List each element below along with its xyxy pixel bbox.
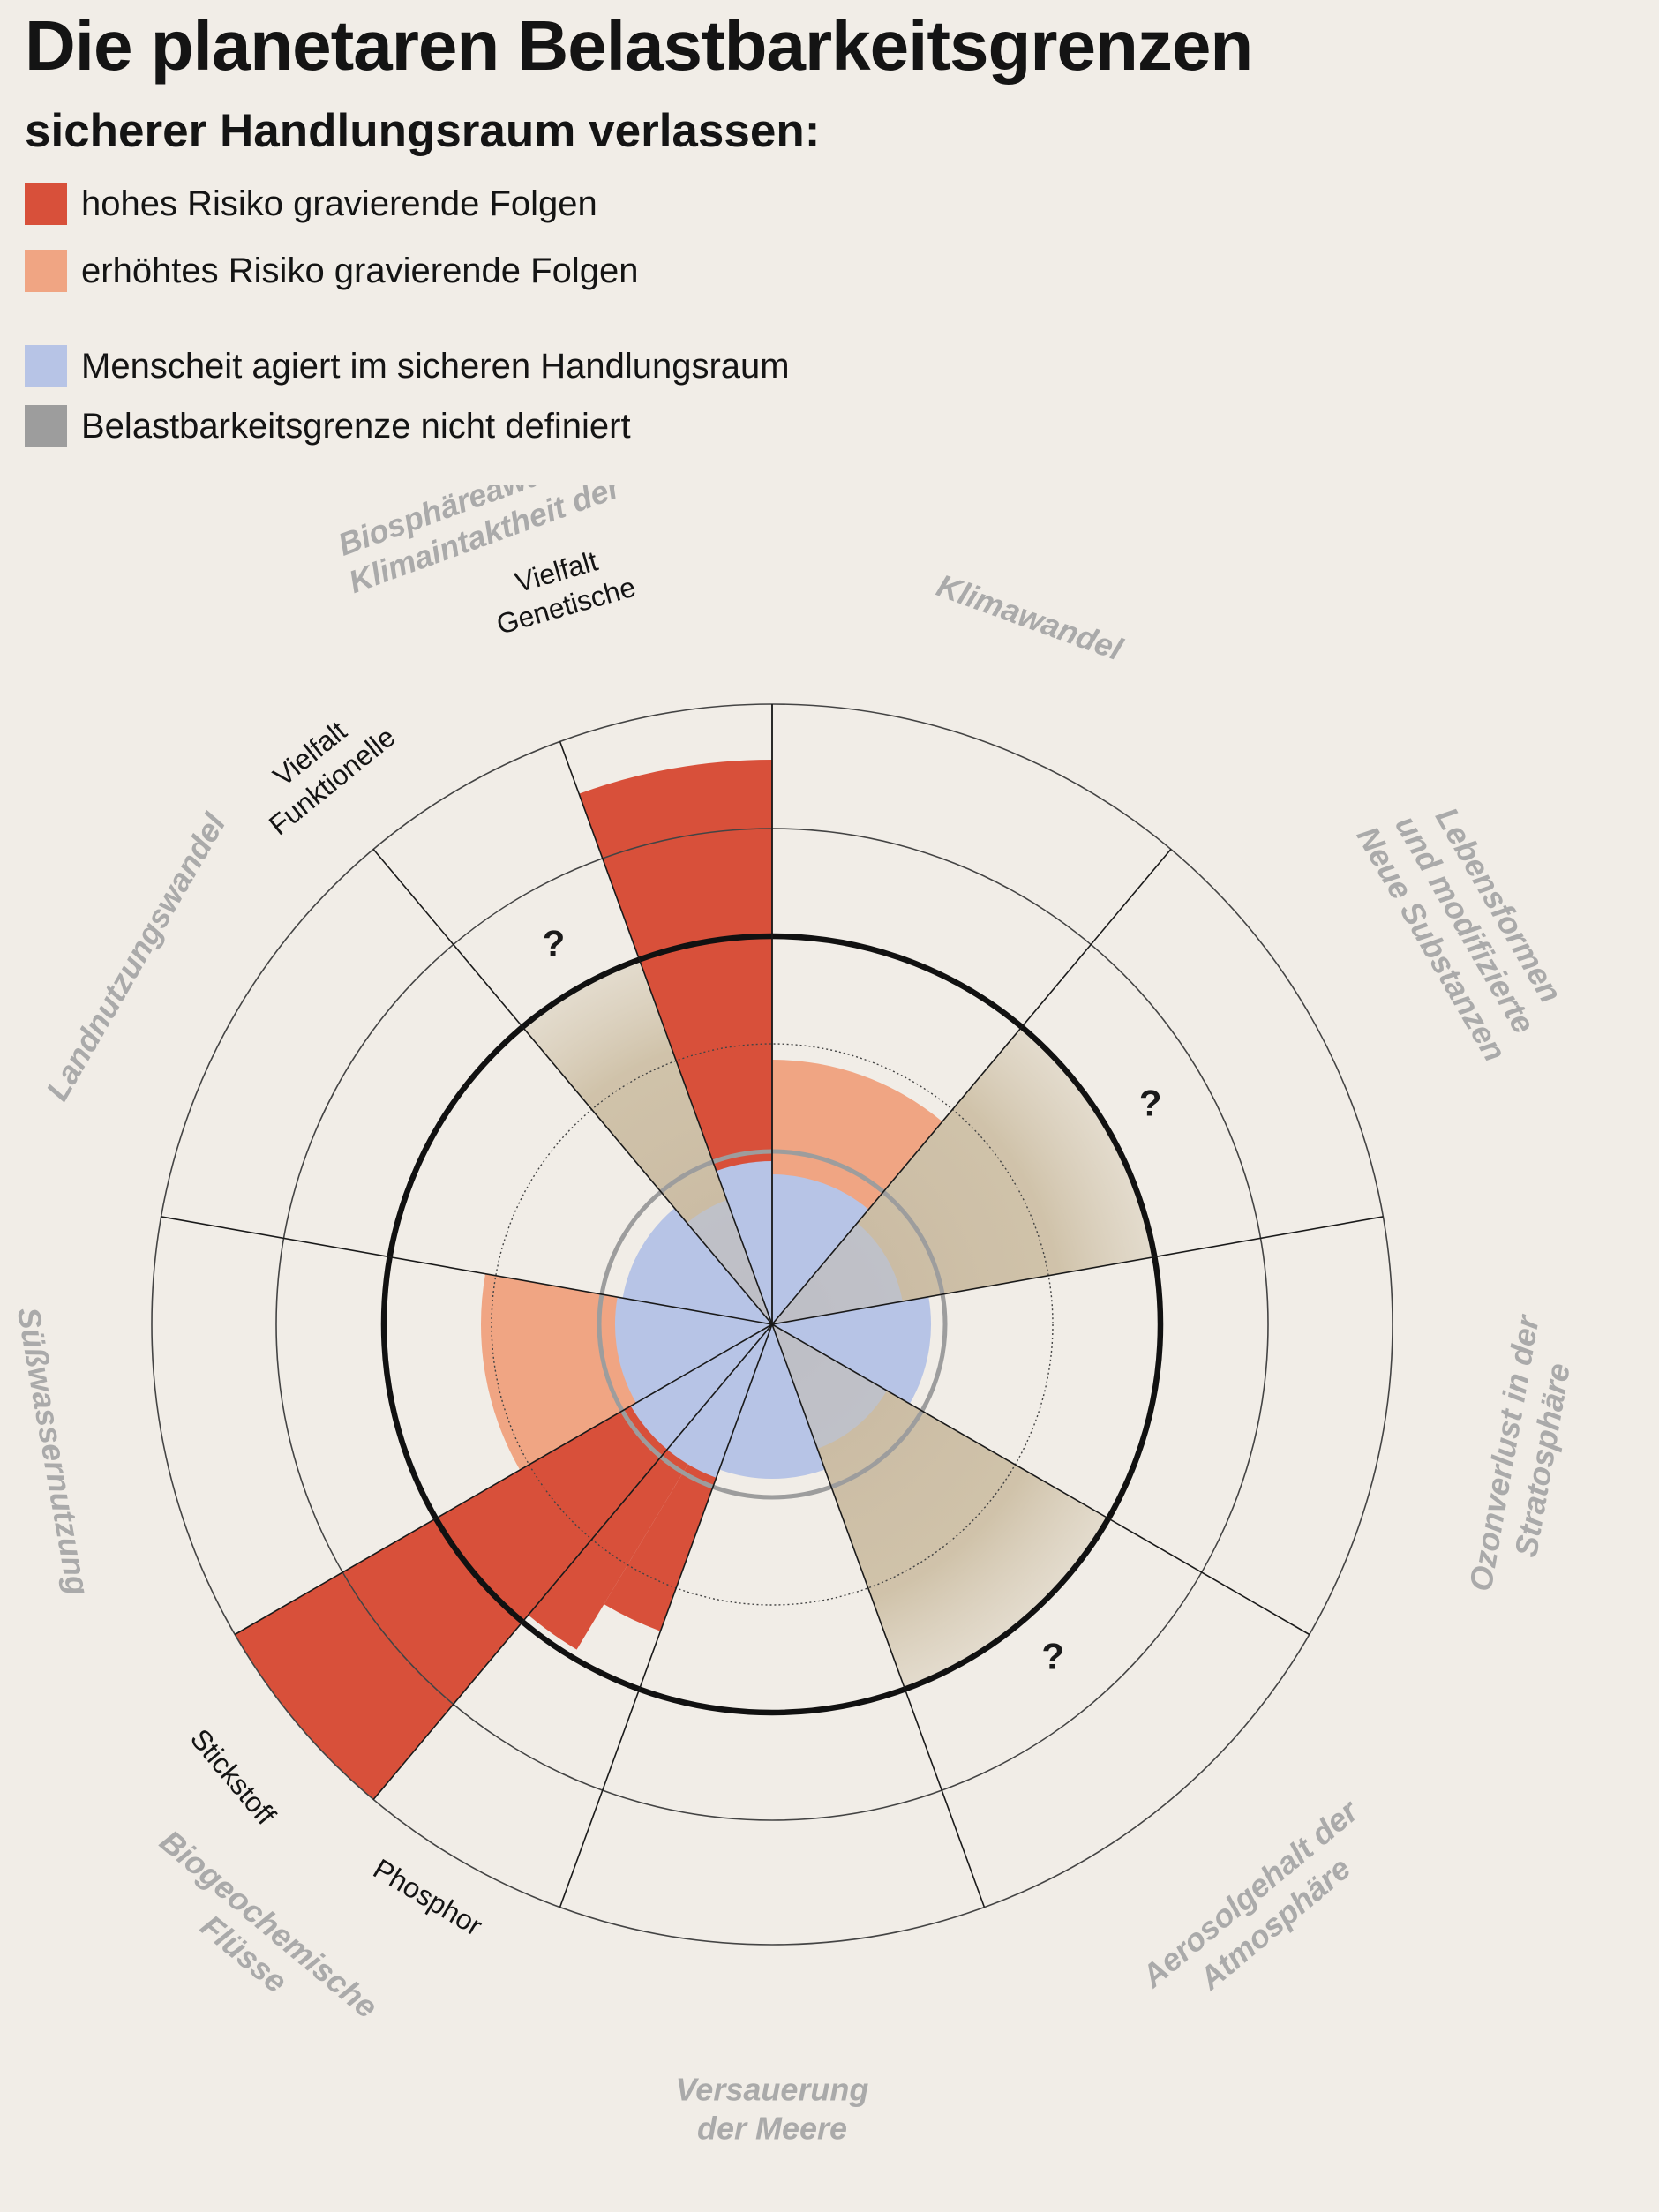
svg-text:?: ? [1139,1083,1162,1124]
svg-text:Klimawandel: Klimawandel [932,567,1128,668]
svg-text:Versauerung: Versauerung [676,2072,869,2108]
svg-text:?: ? [543,922,566,964]
svg-text:der Meere: der Meere [697,2111,847,2147]
svg-text:Süßwassernutzung: Süßwassernutzung [11,1305,97,1598]
svg-text:Landnutzungswandel: Landnutzungswandel [39,806,233,1106]
svg-text:Stickstoff: Stickstoff [184,1723,282,1831]
svg-text:?: ? [1041,1635,1064,1676]
